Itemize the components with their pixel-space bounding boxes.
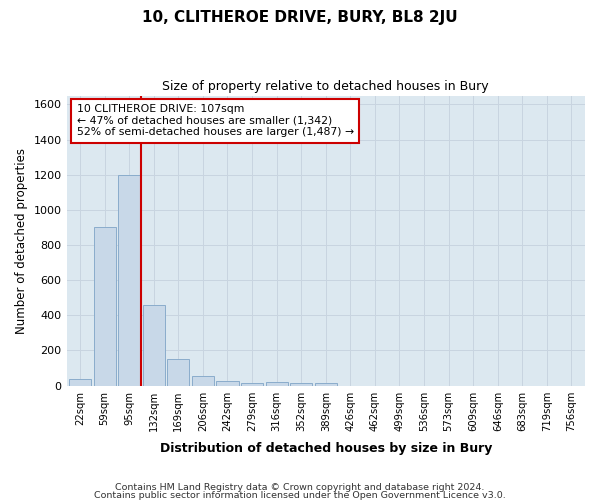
Title: Size of property relative to detached houses in Bury: Size of property relative to detached ho… <box>163 80 489 93</box>
Bar <box>143 305 165 386</box>
Bar <box>241 383 263 386</box>
Bar <box>167 360 190 386</box>
X-axis label: Distribution of detached houses by size in Bury: Distribution of detached houses by size … <box>160 442 492 455</box>
Text: 10 CLITHEROE DRIVE: 107sqm
← 47% of detached houses are smaller (1,342)
52% of s: 10 CLITHEROE DRIVE: 107sqm ← 47% of deta… <box>77 104 354 138</box>
Bar <box>290 383 312 386</box>
Bar <box>266 382 287 386</box>
Bar <box>217 382 239 386</box>
Bar <box>69 378 91 386</box>
Text: Contains public sector information licensed under the Open Government Licence v3: Contains public sector information licen… <box>94 491 506 500</box>
Bar <box>192 376 214 386</box>
Text: Contains HM Land Registry data © Crown copyright and database right 2024.: Contains HM Land Registry data © Crown c… <box>115 484 485 492</box>
Y-axis label: Number of detached properties: Number of detached properties <box>15 148 28 334</box>
Bar <box>118 174 140 386</box>
Bar <box>315 383 337 386</box>
Text: 10, CLITHEROE DRIVE, BURY, BL8 2JU: 10, CLITHEROE DRIVE, BURY, BL8 2JU <box>142 10 458 25</box>
Bar <box>94 228 116 386</box>
